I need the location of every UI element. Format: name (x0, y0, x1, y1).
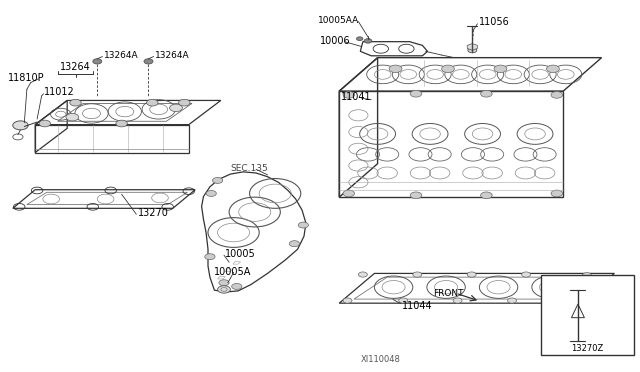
Circle shape (179, 99, 190, 106)
Circle shape (343, 92, 355, 98)
Circle shape (343, 298, 352, 303)
Circle shape (219, 280, 229, 286)
Circle shape (481, 90, 492, 97)
Circle shape (410, 192, 422, 199)
Text: 11810P: 11810P (8, 73, 45, 83)
Circle shape (364, 39, 372, 43)
Circle shape (453, 298, 462, 303)
Text: 10005A: 10005A (214, 267, 252, 276)
Text: FRONT: FRONT (433, 289, 463, 298)
Circle shape (410, 90, 422, 97)
Circle shape (389, 65, 402, 73)
Circle shape (218, 286, 230, 293)
Circle shape (66, 113, 79, 121)
Text: 10006: 10006 (320, 36, 351, 46)
Circle shape (212, 177, 223, 183)
Circle shape (547, 65, 559, 73)
Circle shape (170, 104, 182, 112)
Circle shape (358, 272, 367, 277)
Circle shape (467, 272, 476, 277)
Circle shape (551, 190, 563, 197)
Text: 13264A: 13264A (104, 51, 138, 60)
Circle shape (442, 65, 454, 73)
Circle shape (494, 65, 507, 73)
Text: 10005AA: 10005AA (318, 16, 359, 25)
Circle shape (399, 298, 408, 303)
Circle shape (298, 222, 308, 228)
Circle shape (116, 120, 127, 127)
Circle shape (205, 254, 215, 260)
Text: 10005: 10005 (225, 249, 256, 259)
Circle shape (70, 99, 81, 106)
Circle shape (13, 121, 28, 130)
Text: 11044: 11044 (402, 301, 433, 311)
Circle shape (582, 273, 591, 278)
Circle shape (356, 37, 363, 41)
Text: 13264A: 13264A (155, 51, 189, 60)
Circle shape (147, 99, 158, 106)
Text: 11056: 11056 (479, 17, 509, 27)
Circle shape (343, 190, 355, 197)
Circle shape (522, 272, 531, 277)
Circle shape (39, 120, 51, 127)
Text: 13270: 13270 (138, 208, 168, 218)
Circle shape (413, 272, 422, 277)
Circle shape (568, 298, 577, 303)
Circle shape (206, 190, 216, 196)
Circle shape (508, 298, 516, 303)
Circle shape (289, 241, 300, 247)
Text: 11012: 11012 (44, 87, 74, 97)
Circle shape (144, 59, 153, 64)
Circle shape (468, 48, 477, 53)
Bar (541, 275, 634, 355)
Polygon shape (467, 44, 477, 50)
Text: 13270Z: 13270Z (571, 344, 604, 353)
Text: XI110048: XI110048 (361, 355, 401, 364)
Circle shape (551, 92, 563, 98)
Text: 11041: 11041 (340, 93, 371, 102)
Circle shape (232, 283, 242, 289)
Text: 13264: 13264 (60, 62, 91, 72)
Circle shape (93, 59, 102, 64)
Text: SEC.135: SEC.135 (230, 164, 268, 173)
Circle shape (481, 192, 492, 199)
